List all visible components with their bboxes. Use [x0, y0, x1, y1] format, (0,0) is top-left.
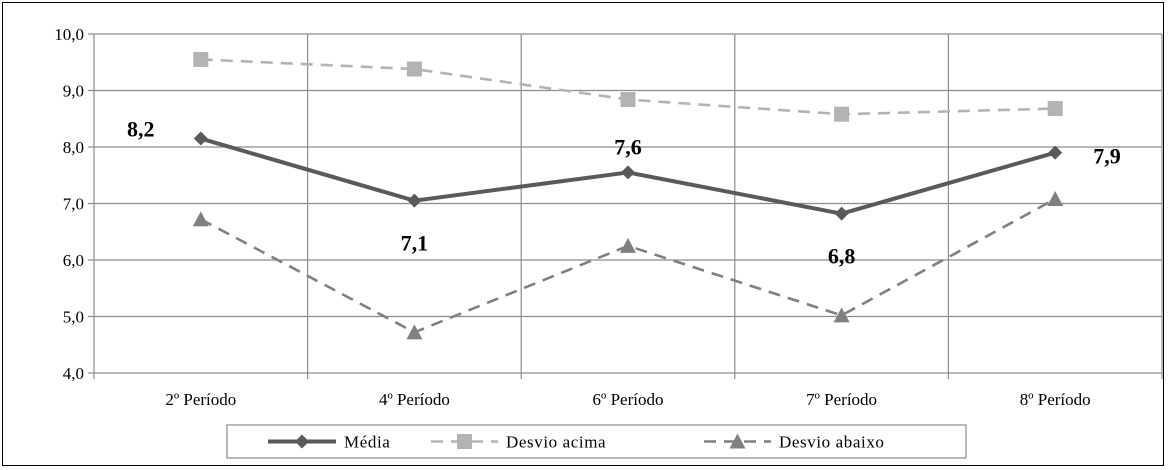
legend-label: Desvio abaixo	[779, 433, 885, 452]
grid-layer	[88, 33, 1163, 379]
y-tick-label: 5,0	[63, 308, 84, 327]
data-point	[193, 131, 208, 146]
data-point	[193, 51, 209, 67]
data-point	[621, 165, 635, 180]
data-label: 7,1	[401, 231, 429, 256]
data-label: 7,9	[1093, 144, 1121, 169]
x-tick-label: 2º Período	[165, 390, 236, 409]
legend-item-0: Média	[268, 433, 390, 452]
data-point	[192, 211, 209, 227]
legend-marker	[729, 433, 746, 449]
legend-label: Média	[344, 433, 390, 452]
series-1	[193, 51, 1063, 122]
x-tick-label: 8º Período	[1020, 390, 1091, 409]
legend-item-2: Desvio abaixo	[704, 433, 885, 452]
series-2	[192, 190, 1064, 340]
data-point	[406, 324, 423, 340]
data-point	[406, 61, 422, 77]
y-tick-label: 10,0	[54, 25, 84, 44]
series-layer	[192, 51, 1064, 340]
data-point	[1047, 101, 1063, 117]
legend: Média Desvio acima Desvio abaixo	[226, 424, 967, 459]
x-tick-label: 4º Período	[379, 390, 450, 409]
data-point	[833, 307, 850, 323]
data-label: 6,8	[828, 244, 856, 269]
data-label: 7,6	[614, 134, 642, 159]
y-tick-label: 8,0	[63, 138, 84, 157]
legend-marker	[457, 434, 472, 449]
data-point	[1047, 190, 1064, 206]
x-tick-label: 7º Período	[806, 390, 877, 409]
data-point	[834, 206, 849, 221]
legend-box	[226, 424, 967, 459]
data-point	[407, 193, 422, 208]
x-tick-label: 6º Período	[593, 390, 664, 409]
legend-label: Desvio acima	[506, 433, 606, 452]
legend-item-1: Desvio acima	[431, 433, 606, 452]
y-tick-label: 4,0	[63, 364, 84, 383]
label-layer: 4,0 5,0 6,0 7,0 8,0 9,0 10,0 2º Período 4º Perío…	[54, 25, 1120, 409]
y-tick-label: 7,0	[63, 195, 84, 214]
data-point	[1048, 145, 1063, 160]
data-point	[834, 106, 850, 122]
data-point	[620, 92, 636, 108]
series-0	[193, 131, 1063, 221]
data-point	[620, 237, 636, 253]
series-line	[200, 197, 1056, 334]
y-tick-label: 9,0	[63, 82, 84, 101]
data-label: 8,2	[127, 117, 155, 142]
y-tick-label: 6,0	[63, 251, 84, 270]
legend-marker	[295, 434, 309, 449]
